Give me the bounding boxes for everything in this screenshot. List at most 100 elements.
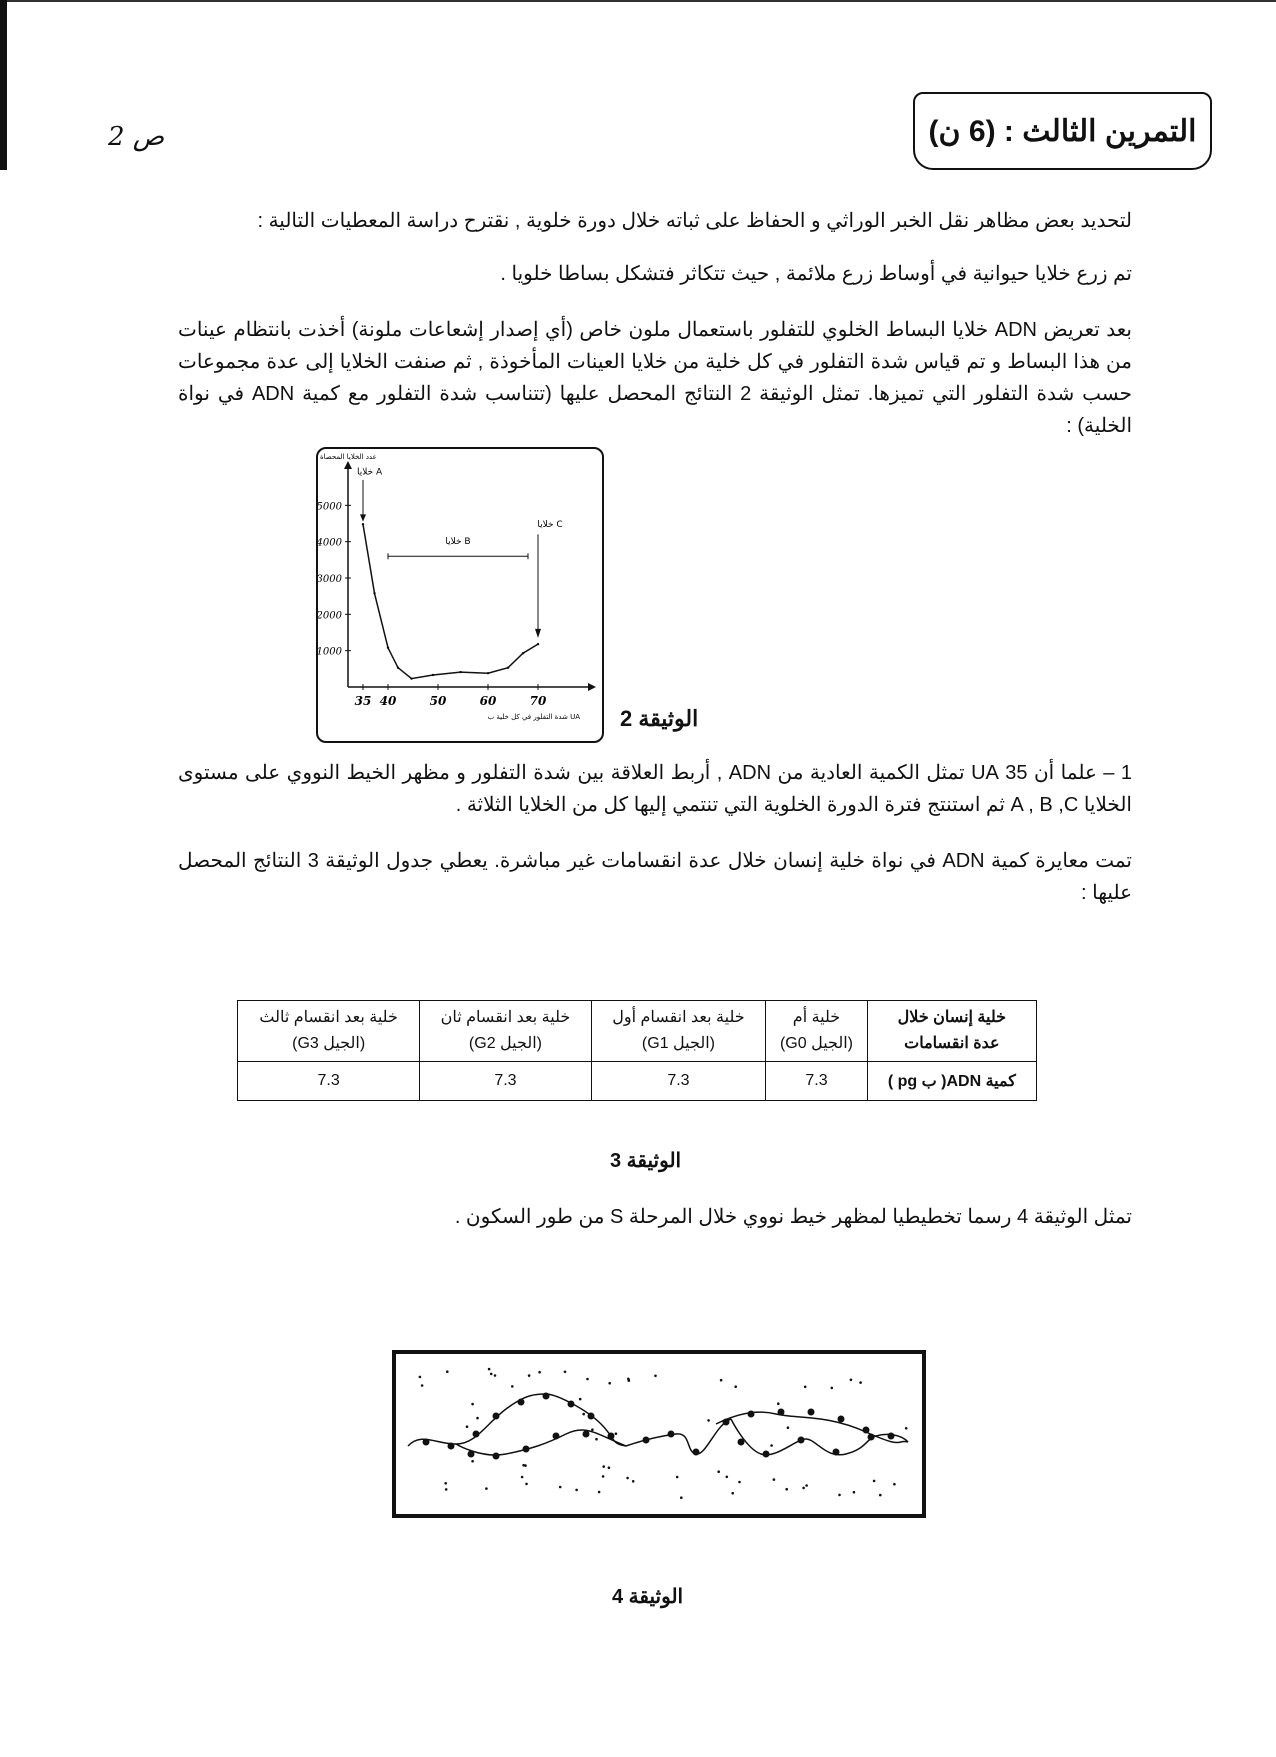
paragraph-4: تمثل الوثيقة 4 رسما تخطيطيا لمظهر خيط نو… — [454, 1206, 1132, 1228]
nucleoplasm-dot — [471, 1402, 474, 1406]
nucleoplasm-dot — [879, 1493, 882, 1497]
x-tick-label: 70 — [530, 694, 547, 708]
y-tick-label: 3000 — [318, 574, 343, 585]
x-tick-label: 50 — [430, 694, 447, 708]
nucleoplasm-dot — [608, 1381, 611, 1385]
nucleoplasm-dot — [602, 1465, 605, 1468]
nucleosome-bead — [837, 1415, 845, 1423]
nucleoplasm-dot — [591, 1428, 594, 1431]
value-row-label: كمية ADN( ب pg ) — [866, 1061, 1038, 1101]
nucleosome-bead — [517, 1398, 525, 1406]
intro-paragraph: بعد تعريض ADN خلايا البساط الخلوي للتفلو… — [178, 319, 1133, 437]
nucleoplasm-dot — [595, 1437, 598, 1441]
nucleoplasm-dot — [904, 1427, 908, 1430]
nucleoplasm-dot — [734, 1385, 737, 1388]
nucleosome-bead — [797, 1436, 805, 1444]
data-point — [386, 646, 390, 649]
nucleoplasm-dot — [586, 1377, 589, 1381]
nucleoplasm-dot — [675, 1475, 679, 1479]
value-cell: 7.3 — [419, 1061, 592, 1101]
y-tick-label: 5000 — [318, 501, 343, 512]
nucleoplasm-dot — [418, 1375, 422, 1379]
nucleoplasm-dot — [601, 1475, 605, 1478]
intro-line-1: لتحديد بعض مظاهر نقل الخبر الوراثي و الح… — [257, 210, 1132, 232]
col-label: خلية أم — [792, 1009, 841, 1026]
data-point — [431, 673, 435, 677]
nucleoplasm-dot — [717, 1470, 720, 1473]
nucleoplasm-dot — [575, 1488, 578, 1492]
nucleoplasm-dot — [738, 1480, 741, 1484]
nucleoplasm-dot — [852, 1490, 856, 1494]
nucleoplasm-dot — [803, 1385, 807, 1389]
nucleoplasm-dot — [654, 1374, 657, 1378]
nucleosome-bead — [737, 1438, 745, 1446]
x-tick-label: 35 — [355, 694, 372, 708]
x-axis-arrow — [588, 683, 596, 691]
document-3-table: خلية إنسان خلال عدة انقسامات خلية أم (الجي… — [236, 1000, 1038, 1101]
arrow-c-head — [535, 628, 541, 638]
nucleosome-bead — [522, 1445, 530, 1453]
nucleoplasm-dot — [420, 1384, 424, 1387]
exercise-title: التمرين الثالث : (6 ن) — [928, 114, 1197, 148]
nucleoplasm-dot — [511, 1385, 514, 1388]
data-line — [362, 524, 539, 680]
y-axis-label: عدد الخلايا المحصاة — [320, 453, 377, 461]
x-axis-label: شدة التفلور في كل خلية ب UA — [488, 713, 581, 721]
data-point — [486, 671, 490, 675]
nucleosome-bead — [642, 1436, 650, 1444]
paragraph-3: تمت معايرة كمية ADN في نواة خلية إنسان خ… — [178, 850, 1132, 904]
nucleosome-bead — [422, 1438, 430, 1446]
nucleoplasm-dot — [786, 1426, 790, 1429]
nucleoplasm-dot — [770, 1444, 773, 1447]
nucleoplasm-dot — [838, 1493, 841, 1497]
nucleoplasm-dot — [520, 1475, 524, 1479]
nucleoplasm-dot — [558, 1485, 562, 1489]
nucleosome-bead — [867, 1433, 875, 1441]
nucleosome-bead — [467, 1450, 475, 1458]
label-c: خلايا C — [537, 520, 562, 530]
data-point — [373, 592, 376, 595]
nucleosome-bead — [747, 1410, 755, 1418]
nucleoplasm-dot — [487, 1367, 491, 1371]
nucleoplasm-dot — [893, 1482, 896, 1486]
nucleosome-bead — [762, 1450, 770, 1458]
dna-strand — [730, 1418, 909, 1456]
nucleoplasm-dot — [538, 1370, 541, 1374]
data-point — [521, 652, 525, 655]
nucleoplasm-dot — [631, 1480, 635, 1483]
dna-strand — [455, 1429, 627, 1456]
question-1: 1 – علما أن 35 UA تمثل الكمية العادية من… — [178, 762, 1132, 816]
table-header-row: خلية إنسان خلال عدة انقسامات خلية أم (الجي… — [236, 1000, 1038, 1062]
row-header-cell: خلية إنسان خلال عدة انقسامات — [866, 1000, 1038, 1062]
nucleosome-bead — [667, 1430, 675, 1438]
nucleoplasm-dot — [725, 1475, 729, 1479]
nucleosome-bead — [722, 1418, 730, 1426]
document-4-caption: الوثيقة 4 — [612, 1586, 684, 1608]
nucleoplasm-dot — [527, 1374, 531, 1377]
dna-strand — [715, 1411, 909, 1444]
intro-line-2: تم زرع خلايا حيوانية في أوساط زرع ملائمة… — [500, 263, 1132, 285]
col-label: خلية بعد انقسام ثان — [440, 1009, 571, 1026]
nucleosome-bead — [832, 1448, 840, 1456]
data-point — [506, 666, 510, 669]
nucleoplasm-dot — [489, 1372, 493, 1376]
exercise-title-box: التمرين الثالث : (6 ن) — [913, 92, 1212, 170]
y-tick-label: 4000 — [318, 538, 343, 549]
column-header-g1: خلية بعد انقسام أول (الجيل G1) — [590, 1000, 767, 1062]
nucleoplasm-dot — [578, 1397, 582, 1401]
nucleoplasm-dot — [872, 1479, 876, 1483]
nucleoplasm-dot — [859, 1381, 862, 1384]
nucleoplasm-dot — [614, 1432, 618, 1435]
nucleoplasm-dot — [444, 1488, 448, 1491]
nucleoplasm-dot — [597, 1490, 601, 1494]
nucleoplasm-dot — [607, 1466, 611, 1469]
nucleoplasm-dot — [476, 1416, 479, 1420]
nucleosome-bead — [692, 1448, 700, 1456]
nucleoplasm-dot — [627, 1378, 631, 1382]
nucleosome-bead — [777, 1408, 785, 1416]
nucleoplasm-dot — [485, 1487, 488, 1490]
nucleoplasm-dot — [802, 1486, 805, 1490]
nucleosome-bead — [582, 1430, 590, 1438]
value-cell: 7.3 — [590, 1061, 767, 1101]
nucleoplasm-dot — [777, 1402, 780, 1405]
